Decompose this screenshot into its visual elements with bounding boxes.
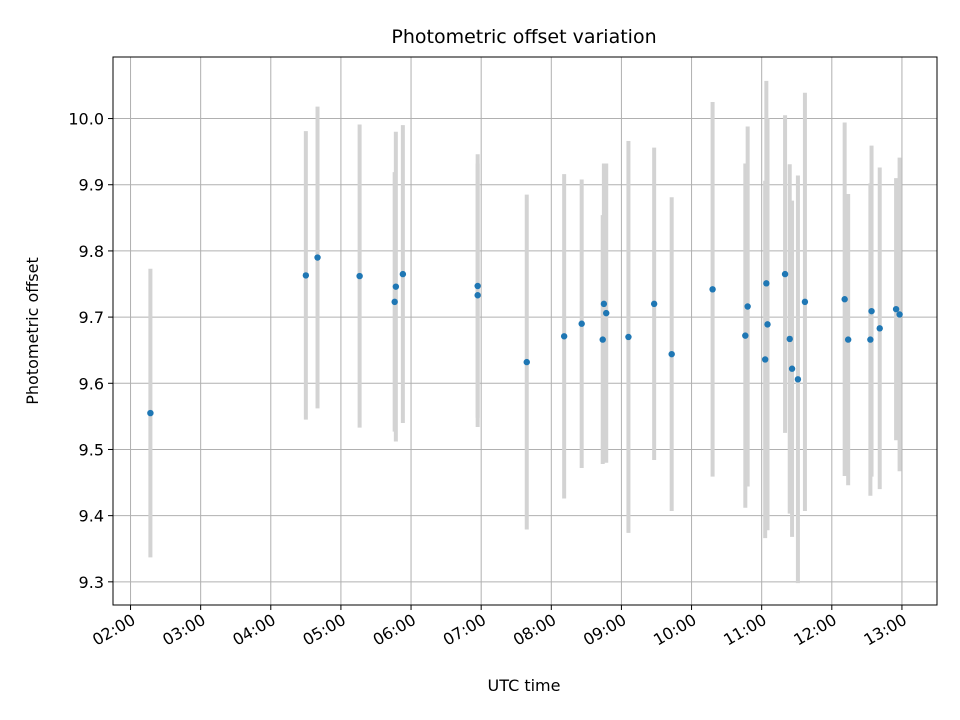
- data-point: [841, 296, 848, 303]
- data-point: [650, 300, 658, 308]
- plot-frame: [112, 56, 938, 606]
- x-tick-label: 13:00: [861, 610, 910, 650]
- data-point: [399, 270, 407, 278]
- data-point: [844, 336, 852, 343]
- data-point: [764, 321, 771, 328]
- x-tick-label: 07:00: [440, 610, 489, 650]
- x-tick-label: 06:00: [370, 610, 419, 650]
- data-point: [709, 286, 716, 293]
- y-tick-label: 9.6: [79, 374, 104, 393]
- data-point: [147, 409, 154, 417]
- data-point: [314, 254, 321, 261]
- y-tick-label: 9.8: [79, 242, 104, 261]
- x-tick-label: 08:00: [510, 610, 559, 650]
- data-point: [788, 365, 796, 372]
- data-point: [392, 283, 400, 290]
- data-point: [763, 280, 770, 287]
- data-point: [794, 376, 802, 383]
- data-point: [474, 282, 481, 290]
- x-tick-label: 05:00: [299, 610, 348, 650]
- data-point: [761, 356, 769, 363]
- data-point: [625, 333, 632, 341]
- data-point: [744, 303, 751, 310]
- y-tick-label: 9.5: [79, 440, 104, 459]
- x-tick-label: 02:00: [89, 610, 138, 650]
- data-point: [801, 298, 809, 306]
- y-axis-ticks: 9.3 9.4 9.5 9.6 9.7 9.8 9.9 10.0: [68, 110, 113, 592]
- data-point: [603, 309, 610, 317]
- error-bars: [148, 80, 902, 584]
- data-point: [892, 305, 900, 313]
- x-tick-label: 09:00: [580, 610, 629, 650]
- data-point: [474, 292, 481, 299]
- data-point: [867, 336, 874, 343]
- x-tick-label: 12:00: [790, 610, 839, 650]
- data-point: [600, 300, 608, 308]
- data-point: [668, 350, 675, 358]
- x-tick-label: 04:00: [229, 610, 278, 650]
- data-point: [356, 272, 363, 280]
- data-point: [599, 336, 606, 343]
- y-tick-label: 9.7: [79, 308, 104, 327]
- data-points: [147, 254, 903, 417]
- data-point: [391, 298, 398, 306]
- x-axis-ticks: 02:00 03:00 04:00 05:00 06:00 07:00 08:00 09:00…: [89, 605, 910, 650]
- data-point: [560, 333, 568, 340]
- data-point: [876, 325, 883, 332]
- data-point: [786, 335, 793, 343]
- data-point: [578, 320, 585, 327]
- y-tick-label: 10.0: [68, 110, 104, 129]
- y-axis-label: Photometric offset: [23, 257, 42, 405]
- x-tick-label: 03:00: [159, 610, 208, 650]
- x-tick-label: 11:00: [720, 610, 769, 650]
- data-point: [302, 272, 310, 279]
- data-point: [781, 270, 789, 278]
- data-point: [896, 311, 903, 318]
- x-axis-label: UTC time: [488, 676, 561, 695]
- y-tick-label: 9.9: [79, 176, 104, 195]
- data-point: [742, 332, 749, 339]
- data-point: [523, 358, 530, 366]
- x-tick-label: 10:00: [650, 610, 699, 650]
- y-tick-label: 9.4: [79, 507, 104, 526]
- y-tick-label: 9.3: [79, 573, 104, 592]
- data-point: [868, 307, 875, 315]
- chart-title: Photometric offset variation: [391, 26, 656, 48]
